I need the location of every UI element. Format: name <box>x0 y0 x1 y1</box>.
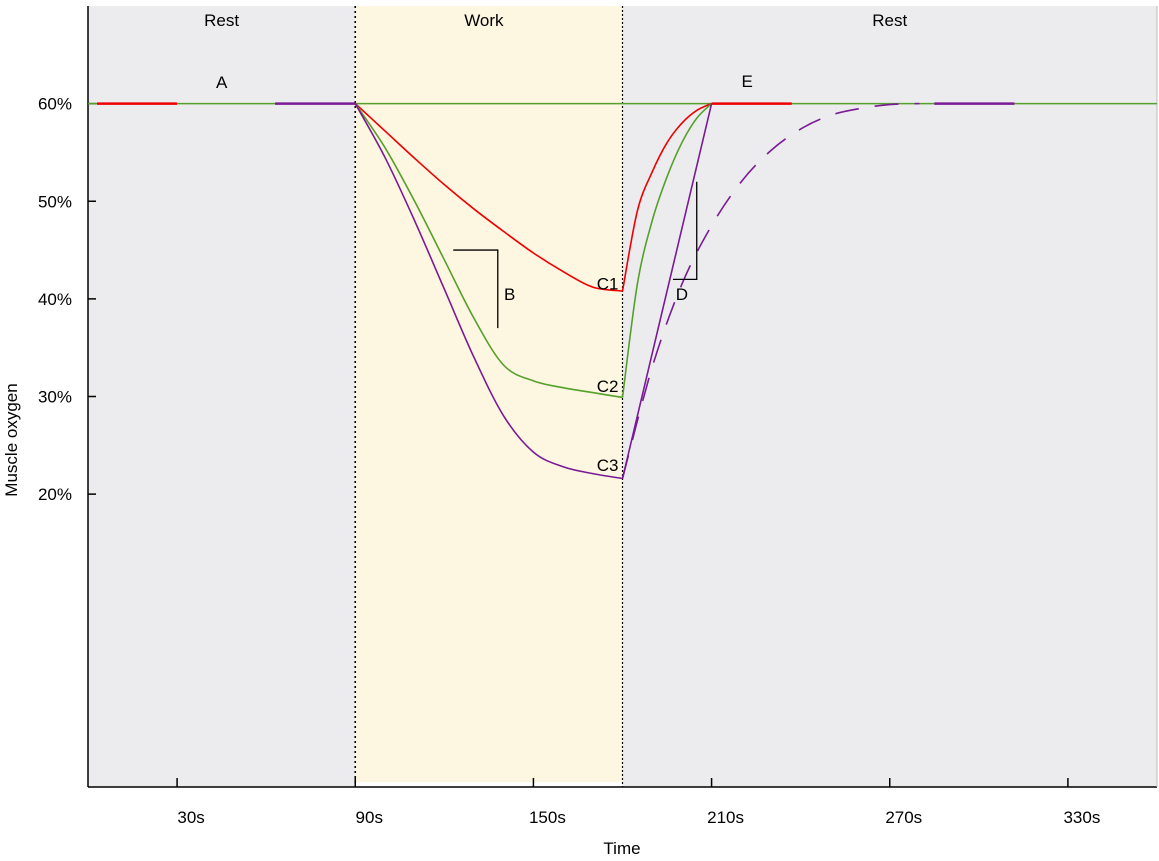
annotation-B: B <box>504 285 515 304</box>
x-tick-label-2: 150s <box>529 808 566 827</box>
axes: 30s 90s 150s 210s 270s 330s 20% 30% 40% 50% 60% <box>38 6 1158 827</box>
phase-label-0: Rest <box>204 11 239 30</box>
series-lines <box>88 102 1157 480</box>
y-tick-label-2: 40% <box>38 290 72 309</box>
phase-backgrounds <box>88 6 1157 787</box>
phase-label-2: Rest <box>872 11 907 30</box>
x-axis-label: Time <box>603 839 640 858</box>
x-tick-label-5: 330s <box>1063 808 1100 827</box>
annotations: A E C1 C2 C3 B D <box>216 72 753 475</box>
annotation-C3: C3 <box>597 456 619 475</box>
phase-labels: Rest Work Rest <box>204 11 907 30</box>
annotation-E: E <box>742 72 753 91</box>
y-axis-label: Muscle oxygen <box>2 383 21 496</box>
phase-label-1: Work <box>464 11 504 30</box>
series-line-0 <box>354 102 712 292</box>
slope-triangle-D <box>672 181 698 281</box>
annotation-D: D <box>676 285 688 304</box>
slope-triangle-B <box>453 249 499 329</box>
x-tick-label-0: 30s <box>177 808 204 827</box>
slope-triangles <box>453 181 698 329</box>
series-line-2 <box>354 103 713 480</box>
series-line-1 <box>354 103 713 399</box>
y-tick-label-3: 50% <box>38 192 72 211</box>
y-tick-label-4: 60% <box>38 95 72 114</box>
x-tick-label-3: 210s <box>707 808 744 827</box>
annotation-C1: C1 <box>597 274 619 293</box>
phase-boundaries <box>354 6 624 787</box>
y-tick-label-1: 30% <box>38 388 72 407</box>
annotation-A: A <box>216 73 228 92</box>
phase-bg-2 <box>622 6 1157 787</box>
x-tick-label-1: 90s <box>356 808 383 827</box>
y-tick-label-0: 20% <box>38 485 72 504</box>
x-tick-label-4: 270s <box>885 808 922 827</box>
annotation-C2: C2 <box>597 377 619 396</box>
phase-bg-1 <box>355 6 623 782</box>
phase-bg-0 <box>88 6 356 787</box>
